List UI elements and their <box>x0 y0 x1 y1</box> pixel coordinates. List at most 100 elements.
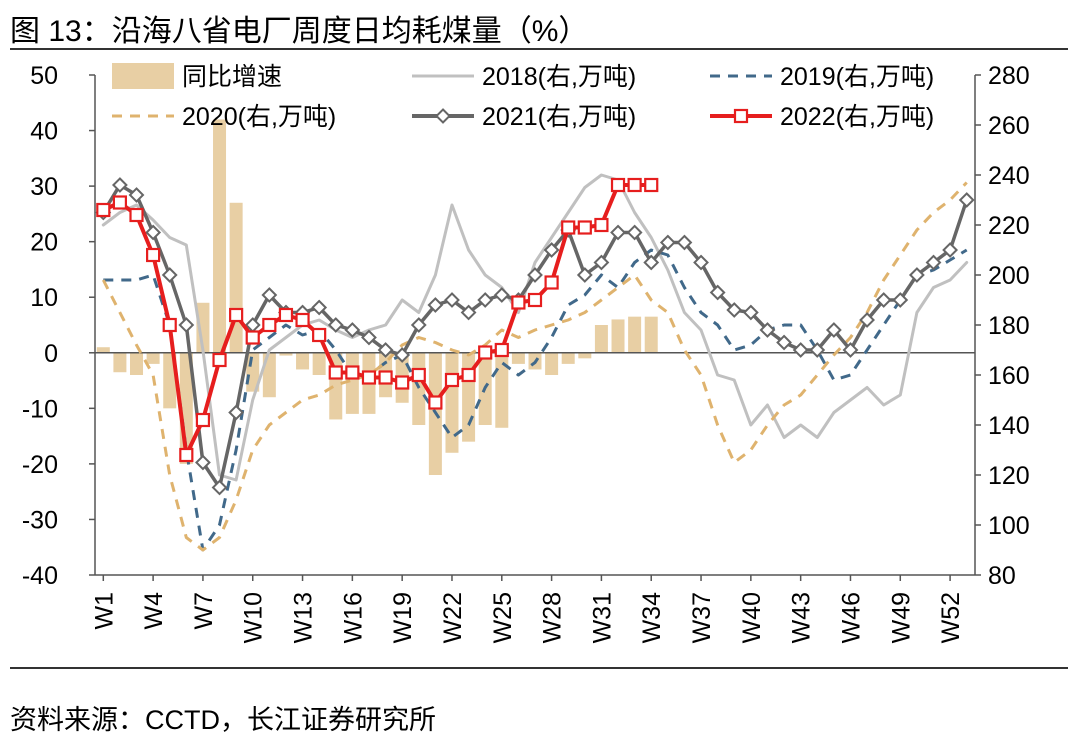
bar-W31 <box>594 325 608 353</box>
series-line <box>101 183 654 457</box>
diamond-marker <box>792 342 809 358</box>
right-tick-label: 220 <box>988 212 1030 240</box>
bar-W1 <box>96 347 110 353</box>
left-tick-label: 50 <box>30 62 58 90</box>
diamond-marker <box>610 224 626 241</box>
left-tick-label: -10 <box>22 395 58 423</box>
square-marker <box>411 367 426 383</box>
diamond-marker <box>925 254 942 271</box>
legend-label: 同比增速 <box>182 63 282 91</box>
diamond-marker <box>676 234 693 251</box>
square-marker <box>644 177 659 193</box>
bar-W33 <box>628 316 642 353</box>
x-tick-label-W13: W13 <box>290 592 318 643</box>
title-divider <box>10 48 1068 50</box>
source-note: 资料来源：CCTD，长江证券研究所 <box>10 705 436 735</box>
diamond-marker <box>593 254 610 271</box>
x-tick-label-W10: W10 <box>240 592 268 643</box>
legend-item-同比增速: 同比增速 <box>112 63 282 91</box>
x-tick-label-W31: W31 <box>588 592 616 643</box>
diamond-marker <box>178 317 195 333</box>
bar-W13 <box>296 352 310 370</box>
square-marker <box>146 247 161 263</box>
square-marker <box>494 342 509 358</box>
left-tick-label: 40 <box>30 118 58 146</box>
diamond-marker <box>311 299 328 316</box>
left-tick-label: 10 <box>30 284 58 312</box>
bar-W16 <box>345 352 359 414</box>
diamond-marker <box>759 322 776 338</box>
diamond-marker <box>626 224 643 241</box>
line-series <box>95 173 975 552</box>
diamond-marker <box>377 342 394 358</box>
diamond-marker <box>742 304 759 321</box>
diamond-marker <box>908 267 925 283</box>
bar-W8 <box>213 119 227 353</box>
right-tick-label: 120 <box>988 462 1030 490</box>
right-tick-label: 180 <box>988 312 1030 340</box>
left-tick-label: 20 <box>30 229 58 257</box>
right-tick-label: 260 <box>988 112 1030 140</box>
diamond-marker <box>875 292 892 308</box>
series-2021(右,万吨) <box>95 177 975 496</box>
diamond-marker <box>228 404 245 421</box>
left-tick-label: 30 <box>30 173 58 201</box>
square-marker <box>577 220 592 235</box>
legend-item-2021(右,万吨): 2021(右,万吨) <box>412 103 636 131</box>
bar-W32 <box>611 319 625 353</box>
diamond-marker <box>361 329 377 346</box>
diamond-marker <box>211 479 228 496</box>
bar-W4 <box>146 352 160 364</box>
legend-item-2022(右,万吨): 2022(右,万吨) <box>710 103 934 131</box>
square-marker <box>511 295 526 310</box>
bar-W20 <box>412 352 426 425</box>
square-marker <box>212 352 227 368</box>
legend-label: 2018(右,万吨) <box>482 63 636 91</box>
diamond-marker <box>161 267 178 283</box>
diamond-marker <box>427 297 444 313</box>
diamond-marker <box>659 234 676 251</box>
bar-W3 <box>130 352 144 375</box>
left-tick-label: -20 <box>22 451 58 479</box>
legend-item-2020(右,万吨): 2020(右,万吨) <box>112 103 336 131</box>
diamond-marker <box>726 302 743 318</box>
figure-title: 图 13：沿海八省电厂周度日均耗煤量（%） <box>10 15 589 48</box>
diamond-marker <box>576 267 593 283</box>
diamond-marker <box>493 287 510 303</box>
bar-W28 <box>545 352 559 375</box>
square-marker <box>312 327 327 343</box>
legend: 同比增速 2018(右,万吨) 2019(右,万吨) 2020(右,万吨) 2021(右… <box>112 63 934 131</box>
bar-W12 <box>279 352 293 356</box>
right-tick-label: 280 <box>988 62 1030 90</box>
square-marker <box>544 275 559 290</box>
bar-W26 <box>511 352 525 364</box>
square-marker <box>378 370 393 385</box>
right-tick-label: 140 <box>988 412 1030 440</box>
bar-W29 <box>561 352 575 364</box>
x-tick-label-W28: W28 <box>539 592 567 643</box>
diamond-marker <box>477 292 494 308</box>
x-tick-label-W37: W37 <box>688 592 716 643</box>
left-tick-label: -30 <box>22 506 58 534</box>
square-marker <box>345 365 360 380</box>
x-tick-label-W34: W34 <box>638 592 666 644</box>
bar-W25 <box>495 352 509 428</box>
square-marker <box>112 195 128 210</box>
legend-label: 2020(右,万吨) <box>182 103 336 131</box>
right-tick-label: 240 <box>988 162 1030 190</box>
square-marker <box>428 395 443 410</box>
source-divider <box>10 667 1068 669</box>
bar-W7 <box>196 302 210 353</box>
bar-W2 <box>113 352 127 373</box>
diamond-marker <box>942 242 959 258</box>
square-marker <box>245 330 260 345</box>
square-marker <box>444 372 460 388</box>
series-line <box>103 248 968 552</box>
diamond-marker <box>394 347 411 363</box>
x-tick-label-W40: W40 <box>738 592 766 643</box>
diamond-marker <box>527 267 543 283</box>
square-marker <box>361 370 377 385</box>
square-marker <box>627 177 642 193</box>
square-marker <box>561 220 576 235</box>
